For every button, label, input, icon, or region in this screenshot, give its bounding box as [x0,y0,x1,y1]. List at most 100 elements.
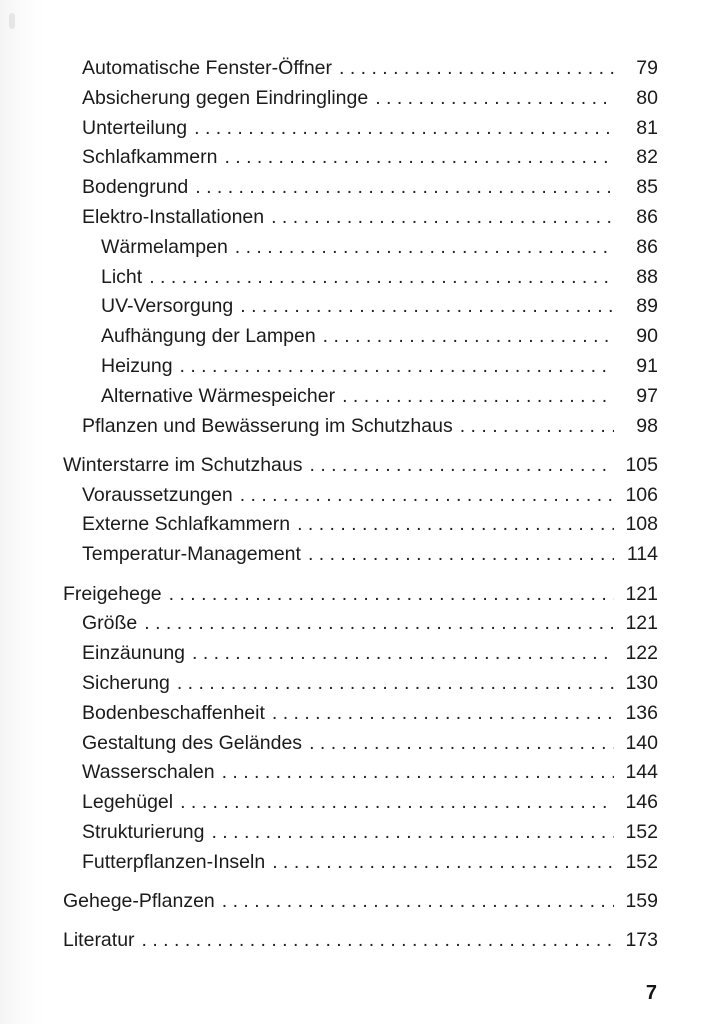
toc-entry-title: Wärmelampen [101,235,228,258]
page-footer: 7 [646,982,657,1005]
toc-entry-title: Temperatur-Management [82,543,301,566]
dot-leader: ........................................… [271,701,614,724]
toc-entry-page: 130 [625,671,658,694]
toc-entry-page: 82 [636,146,658,169]
toc-row: Elektro-Installationen..................… [63,203,658,233]
toc-entry-page: 79 [636,57,658,79]
toc-entry-page: 105 [625,453,658,476]
toc-entry-title: Strukturierung [82,820,205,843]
toc-row: Literatur...............................… [63,926,658,956]
dot-leader: ........................................… [180,791,614,814]
dot-leader: ........................................… [168,582,614,605]
toc-group: Winterstarre im Schutzhaus..............… [63,451,658,570]
toc-row: Gehege-Pflanzen.........................… [63,887,658,917]
dot-leader: ........................................… [309,731,614,754]
toc-entry-title: Absicherung gegen Eindringlinge [82,86,369,109]
scan-smudge [9,13,15,29]
page-number: 7 [645,982,657,1004]
dot-leader: ........................................… [234,235,614,258]
toc-entry-page: 90 [636,325,658,348]
toc-row: Sicherung...............................… [63,669,658,699]
toc-row: Strukturierung..........................… [63,818,658,848]
toc-row: Wasserschalen...........................… [63,758,658,788]
toc-entry-page: 146 [625,791,658,814]
toc-row: Wärmelampen.............................… [63,233,658,263]
toc-entry-title: Unterteilung [82,116,188,139]
toc-entry-page: 152 [625,820,658,843]
toc-group: Freigehege..............................… [63,580,658,878]
toc-entry-page: 159 [625,890,658,913]
toc-row: Bodenbeschaffenheit.....................… [63,699,658,729]
toc-row: Schlafkammern...........................… [63,143,658,173]
dot-leader: ........................................… [149,265,614,288]
toc-entry-title: Bodengrund [82,176,189,199]
dot-leader: ........................................… [192,642,614,665]
toc-entry-title: Bodenbeschaffenheit [82,701,265,724]
dot-leader: ........................................… [240,295,614,318]
dot-leader: ........................................… [271,205,614,228]
toc-row: Externe Schlafkammern...................… [63,510,658,540]
dot-leader: ........................................… [459,414,614,437]
toc-entry-title: Schlafkammern [82,146,218,169]
toc-row: Alternative Wärmespeicher...............… [63,382,658,412]
toc-row: Einzäunung..............................… [63,639,658,669]
toc-entry-page: 140 [625,731,658,754]
toc-entry-title: Futterpflanzen-Inseln [82,850,266,873]
toc-row: Winterstarre im Schutzhaus..............… [63,451,658,481]
toc-entry-title: Wasserschalen [82,761,215,784]
toc-entry-title: Sicherung [82,671,170,694]
toc-row: UV-Versorgung...........................… [63,292,658,322]
toc-entry-title: Elektro-Installationen [82,205,265,228]
dot-leader: ........................................… [272,850,614,873]
toc-entry-page: 144 [625,761,658,784]
toc-entry-page: 152 [625,850,658,873]
toc-row: Heizung.................................… [63,352,658,382]
toc-entry-title: Aufhängung der Lampen [101,325,316,348]
toc-entry-title: UV-Versorgung [101,295,234,318]
dot-leader: ........................................… [224,146,614,169]
toc-entry-page: 106 [625,483,658,506]
toc-entry-page: 136 [625,701,658,724]
toc-row: Voraussetzungen.........................… [63,481,658,511]
dot-leader: ........................................… [144,612,614,635]
toc-entry-title: Alternative Wärmespeicher [101,384,336,407]
dot-leader: ........................................… [194,116,614,139]
toc-entry-title: Winterstarre im Schutzhaus [63,453,303,476]
toc-group: Automatische Fenster-Öffner.............… [63,54,658,441]
toc-entry-title: Literatur [63,929,135,952]
dot-leader: ........................................… [221,890,614,913]
toc-group: Gehege-Pflanzen.........................… [63,887,658,917]
toc-entry-page: 121 [625,612,658,635]
toc-row: Automatische Fenster-Öffner.............… [63,54,658,84]
scan-gutter-shadow [0,0,46,1024]
toc-row: Legehügel...............................… [63,788,658,818]
toc-entry-page: 97 [636,384,658,407]
dot-leader: ........................................… [179,354,614,377]
toc-row: Unterteilung............................… [63,114,658,144]
toc-entry-title: Freigehege [63,582,162,605]
toc-row: Futterpflanzen-Inseln...................… [63,848,658,878]
toc-entry-page: 121 [625,582,658,605]
toc-entry-page: 108 [625,513,658,536]
toc-row: Gestaltung des Geländes.................… [63,729,658,759]
toc-entry-title: Licht [101,265,143,288]
toc-entry-page: 86 [636,235,658,258]
dot-leader: ........................................… [211,820,614,843]
toc-entry-title: Gehege-Pflanzen [63,890,215,913]
dot-leader: ........................................… [375,86,614,109]
toc-entry-title: Pflanzen und Bewässerung im Schutzhaus [82,414,453,437]
toc-entry-page: 173 [625,929,658,952]
dot-leader: ........................................… [342,384,614,407]
toc-group: Literatur...............................… [63,926,658,956]
toc-entry-title: Automatische Fenster-Öffner [82,57,332,79]
toc-row: Absicherung gegen Eindringlinge.........… [63,84,658,114]
dot-leader: ........................................… [339,57,614,79]
toc-entry-page: 91 [636,354,658,377]
toc-entry-title: Gestaltung des Geländes [82,731,303,754]
dot-leader: ........................................… [309,453,615,476]
toc-entry-title: Heizung [101,354,173,377]
toc-entry-title: Externe Schlafkammern [82,513,291,536]
toc-entry-page: 80 [636,86,658,109]
dot-leader: ........................................… [297,513,614,536]
dot-leader: ........................................… [239,483,614,506]
